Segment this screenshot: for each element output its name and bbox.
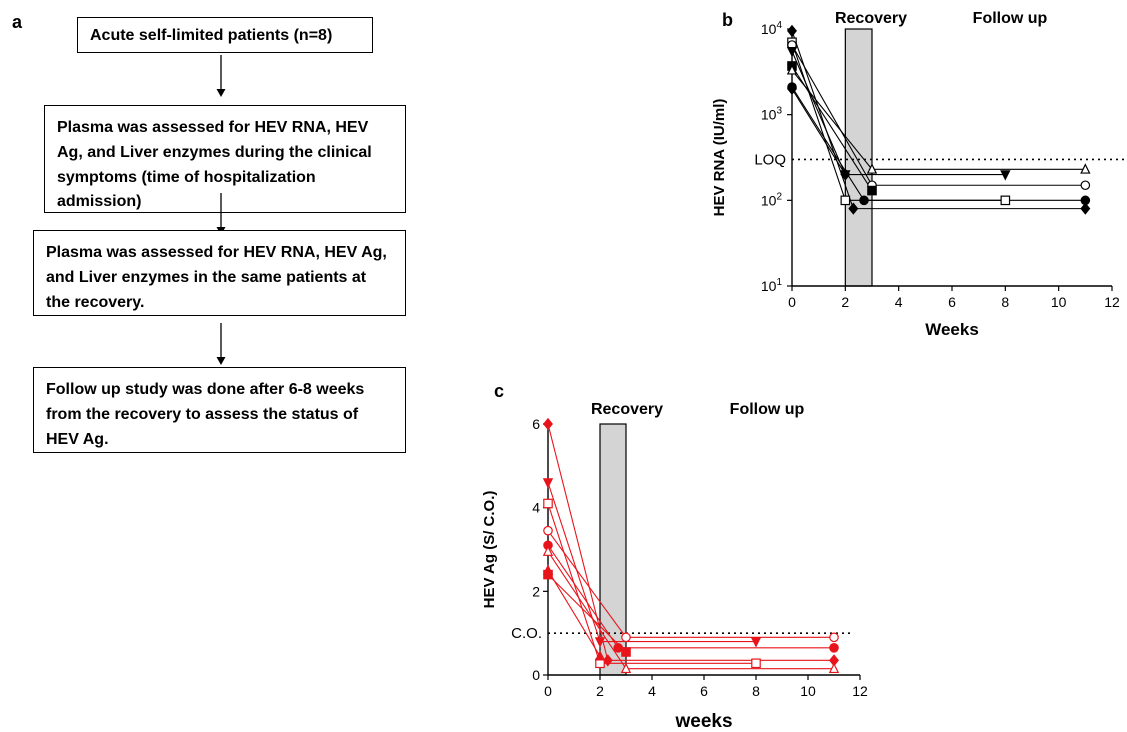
series-line-7 (547, 570, 601, 657)
y-axis-label: HEV Ag (S/ C.O.) (481, 491, 498, 609)
x-tick-label: 4 (648, 683, 656, 699)
flow-arrow-1 (216, 55, 226, 97)
series-line-2 (791, 42, 1006, 201)
y-tick-label: 0 (532, 667, 540, 683)
x-tick-label: 8 (752, 683, 760, 699)
x-tick-label: 12 (852, 683, 868, 699)
flow-box-3: Plasma was assessed for HEV RNA, HEV Ag,… (33, 230, 406, 316)
x-tick-label: 6 (948, 294, 956, 310)
data-point-series-5 (829, 643, 839, 653)
series-line-6 (547, 551, 834, 670)
data-point-series-4 (543, 525, 553, 536)
data-point-series-2 (594, 637, 606, 648)
x-tick-label: 10 (800, 683, 816, 699)
data-point-series-4 (829, 632, 839, 643)
data-point-series-1 (1080, 202, 1091, 215)
x-tick-label: 2 (596, 683, 604, 699)
x-tick-label: 2 (841, 294, 849, 310)
data-point-series-8 (621, 647, 631, 657)
x-tick-label: 10 (1051, 294, 1067, 310)
flow-arrow-2 (216, 193, 226, 235)
x-tick-label: 4 (895, 294, 903, 310)
y-tick-label: 103 (761, 106, 783, 123)
data-point-series-8 (787, 82, 797, 96)
panel-a-label: a (12, 12, 23, 32)
series-line-4 (547, 530, 834, 638)
flow-box-1: Acute self-limited patients (n=8) (77, 17, 373, 53)
data-point-series-4 (621, 632, 631, 643)
panel-b-label: b (722, 10, 733, 30)
data-point-series-1 (848, 202, 859, 215)
reference-line-label: LOQ (754, 151, 786, 168)
recovery-label: Recovery (591, 401, 663, 418)
data-point-series-2 (750, 637, 762, 648)
data-point-series-4 (786, 46, 798, 58)
data-point-series-8 (543, 569, 553, 580)
flow-box-4: Follow up study was done after 6-8 weeks… (33, 367, 406, 453)
follow-up-label: Follow up (973, 10, 1048, 27)
series-line-2 (547, 482, 756, 643)
x-tick-label: 6 (700, 683, 708, 699)
data-point-series-2 (1000, 195, 1011, 206)
chart-c: C.O. 0 2 4 6 8 10 12 0 2 4 6 weeks HEV Ag (S/ C.O.) Re… (481, 401, 868, 732)
recovery-label: Recovery (835, 10, 907, 27)
data-point-series-7 (1080, 195, 1091, 206)
y-tick-label: 101 (761, 277, 783, 294)
series-line-1 (791, 30, 1086, 210)
data-point-series-3 (1080, 180, 1091, 191)
x-tick-label: 0 (788, 294, 796, 310)
data-point-series-6 (620, 662, 632, 674)
data-point-series-1 (543, 417, 553, 431)
series-line-1 (547, 423, 834, 661)
y-tick-label: 2 (532, 583, 540, 599)
series-line-8 (547, 574, 627, 653)
data-point-series-6 (542, 545, 554, 556)
data-point-series-6 (828, 662, 840, 674)
data-point-series-7 (594, 650, 606, 661)
series-line-7 (791, 86, 1086, 201)
follow-up-label: Follow up (730, 401, 805, 418)
flow-arrow-3 (216, 323, 226, 365)
data-point-series-8 (840, 168, 851, 181)
y-axis-label: HEV RNA (IU/ml) (711, 99, 728, 217)
y-tick-label: 102 (761, 191, 783, 208)
flow-box-2: Plasma was assessed for HEV RNA, HEV Ag,… (44, 105, 406, 213)
data-point-series-3 (543, 498, 553, 509)
x-axis-label: weeks (674, 711, 732, 732)
recovery-band (844, 28, 873, 287)
x-tick-label: 12 (1104, 294, 1120, 310)
y-tick-label: 6 (532, 416, 540, 432)
data-point-series-3 (751, 658, 761, 669)
y-tick-label: 104 (761, 20, 783, 37)
data-point-series-2 (840, 195, 851, 206)
data-point-series-4 (1000, 170, 1011, 181)
chart-b: LOQ 0 2 4 6 8 10 12 101 102 103 104 Weeks HEV RNA (IU… (711, 10, 1127, 339)
x-tick-label: 8 (1001, 294, 1009, 310)
series-line-8 (791, 88, 846, 175)
data-point-series-6 (1080, 163, 1091, 174)
series-line-4 (791, 51, 1006, 176)
x-axis-label: Weeks (925, 320, 979, 339)
data-point-series-7 (859, 195, 869, 206)
data-point-series-6 (786, 64, 798, 75)
series-line-3 (791, 44, 1086, 186)
data-point-series-1 (602, 654, 613, 667)
y-tick-label: 4 (532, 500, 540, 516)
data-point-series-5 (613, 643, 623, 653)
data-point-series-1 (787, 24, 797, 38)
data-point-series-2 (542, 478, 554, 489)
data-point-series-6 (866, 163, 878, 174)
series-line-3 (547, 503, 756, 664)
series-line-6 (791, 69, 1086, 170)
data-point-series-5 (867, 185, 877, 196)
reference-line-label: C.O. (511, 625, 542, 642)
panel-c-label: c (494, 381, 505, 401)
x-tick-label: 0 (544, 683, 552, 699)
